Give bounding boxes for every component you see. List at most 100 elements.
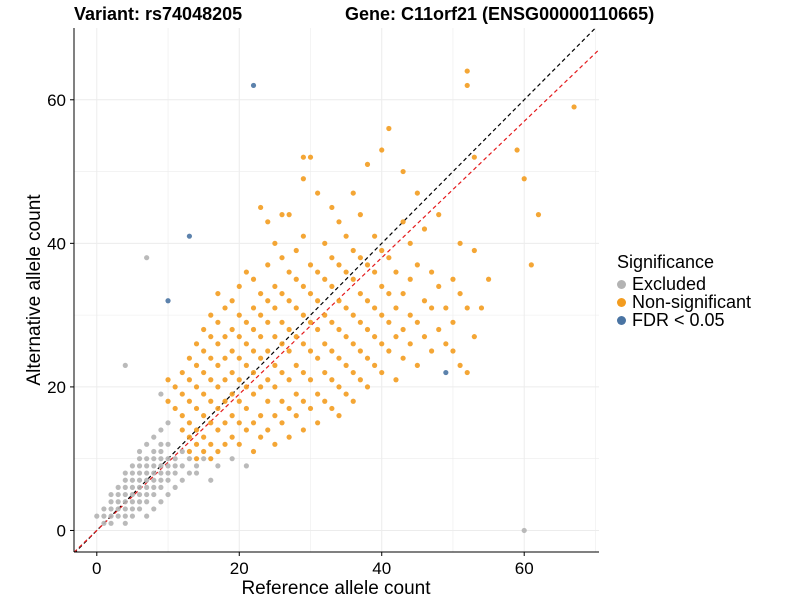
data-point-series-1 (229, 298, 235, 304)
data-point-series-1 (193, 427, 200, 433)
data-point-series-1 (514, 147, 520, 153)
data-point-series-1 (386, 125, 392, 132)
data-point-series-1 (307, 154, 314, 160)
data-point-series-1 (250, 448, 257, 455)
variant-title: Variant: rs74048205 (74, 4, 243, 24)
data-point-series-1 (222, 377, 228, 383)
data-point-series-1 (272, 240, 278, 246)
data-point-series-0 (122, 520, 128, 526)
data-point-series-1 (450, 348, 456, 354)
data-point-series-1 (300, 341, 306, 347)
data-point-series-1 (436, 326, 442, 333)
data-point-series-1 (571, 104, 577, 110)
data-point-series-1 (286, 348, 292, 354)
data-point-series-1 (364, 262, 371, 268)
data-point-series-1 (336, 262, 342, 268)
data-point-series-1 (307, 348, 314, 354)
x-tick-label: 0 (92, 559, 101, 578)
data-point-series-1 (215, 405, 221, 412)
data-point-series-0 (144, 513, 150, 519)
data-point-series-0 (179, 477, 185, 483)
data-point-series-0 (144, 484, 150, 490)
data-point-series-1 (279, 398, 285, 404)
data-point-series-1 (179, 369, 185, 376)
data-point-series-1 (414, 362, 420, 368)
data-point-series-1 (407, 240, 413, 246)
data-point-series-1 (243, 319, 249, 325)
data-point-series-0 (122, 499, 128, 505)
data-point-series-1 (407, 341, 413, 347)
data-point-series-1 (300, 427, 306, 433)
data-point-series-1 (364, 161, 371, 167)
data-point-series-0 (136, 448, 143, 455)
data-point-series-0 (172, 463, 178, 469)
data-point-series-1 (186, 398, 193, 404)
data-point-series-1 (343, 362, 349, 368)
data-point-series-2 (250, 82, 257, 89)
data-point-series-1 (428, 305, 435, 311)
axis-ticks: 0 20 40 60 0 20 40 60 (47, 91, 534, 578)
data-point-series-1 (386, 348, 392, 354)
data-point-series-1 (350, 247, 356, 254)
data-point-series-0 (165, 470, 171, 476)
data-point-series-0 (165, 420, 171, 426)
data-point-series-0 (129, 491, 136, 498)
data-point-series-1 (243, 362, 249, 368)
data-point-series-1 (272, 413, 278, 419)
data-point-series-0 (151, 463, 157, 469)
data-point-series-1 (379, 312, 385, 318)
data-point-series-0 (122, 470, 128, 476)
data-point-series-1 (329, 204, 335, 211)
data-point-series-1 (307, 319, 314, 325)
data-point-series-1 (414, 262, 420, 268)
y-tick-label: 60 (47, 91, 66, 110)
data-point-series-1 (272, 441, 278, 447)
data-point-series-1 (336, 219, 342, 225)
y-tick-label: 40 (47, 234, 66, 253)
data-point-series-1 (279, 212, 285, 218)
data-point-series-1 (236, 283, 242, 290)
data-point-series-1 (400, 355, 406, 361)
data-point-series-1 (322, 398, 328, 404)
data-point-series-1 (286, 405, 292, 412)
data-point-series-1 (279, 420, 285, 426)
data-point-series-1 (350, 312, 356, 318)
data-point-series-1 (357, 377, 363, 383)
data-point-series-1 (186, 420, 193, 426)
legend: Significance Excluded Non-significant FD… (617, 252, 751, 330)
data-point-series-0 (122, 491, 128, 498)
data-point-series-0 (151, 506, 157, 512)
data-point-series-1 (357, 348, 363, 354)
data-point-series-1 (372, 362, 378, 368)
data-point-series-1 (293, 334, 299, 340)
data-point-series-1 (258, 355, 264, 361)
data-point-series-1 (307, 377, 314, 383)
data-point-series-1 (193, 384, 200, 390)
gene-title: Gene: C11orf21 (ENSG00000110665) (345, 4, 655, 24)
data-point-series-1 (315, 355, 321, 361)
data-point-series-0 (165, 463, 171, 469)
data-point-series-1 (193, 362, 200, 368)
data-point-series-1 (386, 255, 392, 261)
data-point-series-0 (136, 463, 143, 469)
data-point-series-0 (165, 441, 171, 447)
data-point-series-1 (258, 413, 264, 419)
data-point-series-1 (315, 420, 321, 426)
data-point-series-0 (129, 513, 136, 519)
data-point-series-0 (229, 456, 235, 462)
data-point-series-1 (315, 298, 321, 304)
data-point-series-1 (307, 290, 314, 297)
data-point-series-1 (450, 276, 456, 282)
data-point-series-1 (464, 68, 470, 74)
data-point-series-1 (400, 326, 406, 333)
data-point-series-1 (393, 269, 399, 275)
data-point-series-0 (129, 463, 136, 469)
data-point-series-0 (151, 470, 157, 476)
data-point-series-1 (193, 405, 200, 412)
data-point-series-0 (158, 441, 164, 447)
data-point-series-1 (336, 298, 342, 304)
x-tick-label: 60 (515, 559, 534, 578)
data-point-series-1 (243, 269, 249, 275)
data-point-series-1 (350, 276, 356, 282)
data-point-series-1 (201, 413, 207, 419)
